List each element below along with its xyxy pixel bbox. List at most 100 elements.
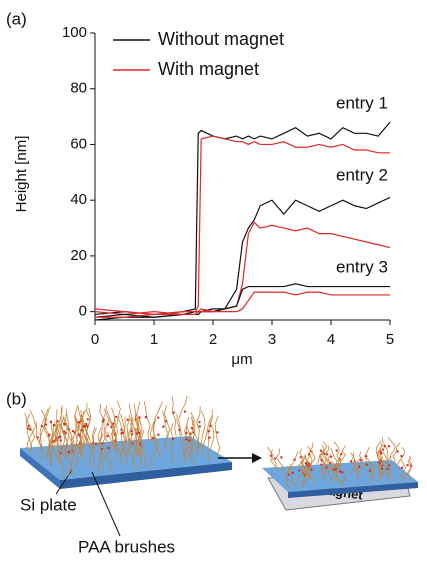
polymer-brush	[60, 417, 69, 458]
brush-end	[325, 453, 329, 456]
polymer-brush	[106, 431, 112, 473]
brush-end	[130, 429, 133, 433]
brush-end	[341, 471, 344, 474]
brush-end	[190, 427, 194, 430]
brush-end	[379, 450, 382, 453]
polymer-brush	[26, 413, 33, 454]
polymer-brush	[149, 401, 163, 442]
x-tick-label: 4	[327, 331, 335, 348]
polymer-brush	[317, 441, 328, 464]
polymer-brush	[103, 408, 114, 449]
brush-end	[27, 424, 30, 428]
polymer-brush	[400, 458, 406, 482]
brush-end	[47, 433, 51, 436]
polymer-brush	[333, 441, 342, 464]
brush-end	[329, 455, 333, 458]
polymer-brush	[306, 442, 314, 465]
polymer-brush	[56, 421, 62, 462]
brush-end	[86, 418, 89, 421]
polymer-brush	[324, 445, 330, 468]
polymer-brush	[126, 418, 136, 459]
polymer-brush	[125, 403, 133, 444]
brush-end	[291, 471, 294, 475]
brush-end	[319, 449, 323, 452]
brush-end	[198, 425, 201, 428]
polymer-brush	[327, 453, 332, 477]
brush-end	[293, 458, 296, 461]
x-tick-label: 0	[91, 331, 99, 348]
brush-end	[80, 428, 83, 432]
brush-end	[106, 434, 109, 438]
brush-end	[59, 439, 63, 442]
brush-end	[383, 445, 386, 448]
polymer-brush	[382, 437, 389, 460]
brush-end	[380, 467, 384, 470]
brush-end	[379, 452, 383, 455]
brush-end	[84, 422, 88, 426]
brush-end	[28, 428, 32, 431]
polymer-brush	[299, 454, 308, 477]
polymer-brush	[78, 420, 84, 462]
polymer-brush	[361, 447, 370, 470]
brush-end	[365, 463, 369, 466]
brush-end	[378, 461, 381, 464]
polymer-brush	[80, 410, 93, 451]
polymer-brush	[330, 460, 339, 483]
brush-end	[365, 454, 368, 458]
diagram: Magnet Si plate PAA brushes	[20, 395, 418, 556]
plate-side	[288, 482, 418, 498]
brush-end	[368, 469, 372, 472]
arrow-head	[252, 453, 262, 463]
polymer-brush	[178, 395, 188, 436]
brush-end	[307, 453, 311, 456]
brush-end	[188, 439, 191, 442]
polymer-brush	[128, 414, 139, 456]
polymer-brush	[270, 449, 280, 472]
legend-label: With magnet	[158, 59, 259, 79]
brush-end	[185, 438, 188, 441]
polymer-brush	[196, 406, 201, 447]
polymer-brush	[128, 427, 135, 468]
brush-end	[57, 436, 61, 439]
brush-end	[209, 424, 212, 428]
polymer-brush	[334, 445, 346, 468]
brush-end	[216, 431, 219, 434]
brush-end	[102, 418, 105, 422]
brush-end	[130, 433, 134, 436]
line	[94, 221, 391, 316]
brush-end	[320, 463, 323, 466]
polymer-brush	[70, 415, 77, 456]
polymer-brush	[288, 463, 297, 487]
brush-end	[157, 433, 160, 436]
polymer-brush	[62, 408, 70, 449]
polymer-brush	[24, 412, 36, 453]
brush-end	[172, 411, 176, 414]
polymer-brush	[365, 455, 373, 479]
polymer-brush	[150, 421, 159, 463]
brush-end	[101, 442, 104, 445]
brush-end	[400, 466, 404, 469]
brush-end	[84, 424, 87, 428]
y-tick-label: 40	[70, 191, 87, 208]
brush-end	[320, 459, 323, 462]
polymer-brush	[81, 407, 92, 449]
polymer-brush	[176, 413, 185, 454]
y-tick-label: 80	[70, 80, 87, 97]
polymer-brush	[305, 454, 313, 478]
polymer-brush	[392, 442, 401, 465]
pointer	[91, 471, 121, 537]
polymer-brush	[383, 459, 395, 483]
polymer-brush	[396, 447, 406, 470]
brush-end	[207, 430, 210, 433]
polymer-brush	[300, 466, 309, 489]
polymer-brush	[289, 450, 299, 474]
polymer-brush	[338, 463, 347, 486]
brush-end	[308, 462, 311, 466]
polymer-brush	[163, 405, 171, 446]
x-tick-label: 5	[386, 331, 394, 348]
brush-end	[334, 467, 338, 471]
brush-end	[323, 452, 326, 455]
brush-end	[164, 419, 168, 423]
brush-end	[310, 468, 313, 471]
brush-end	[287, 473, 290, 477]
